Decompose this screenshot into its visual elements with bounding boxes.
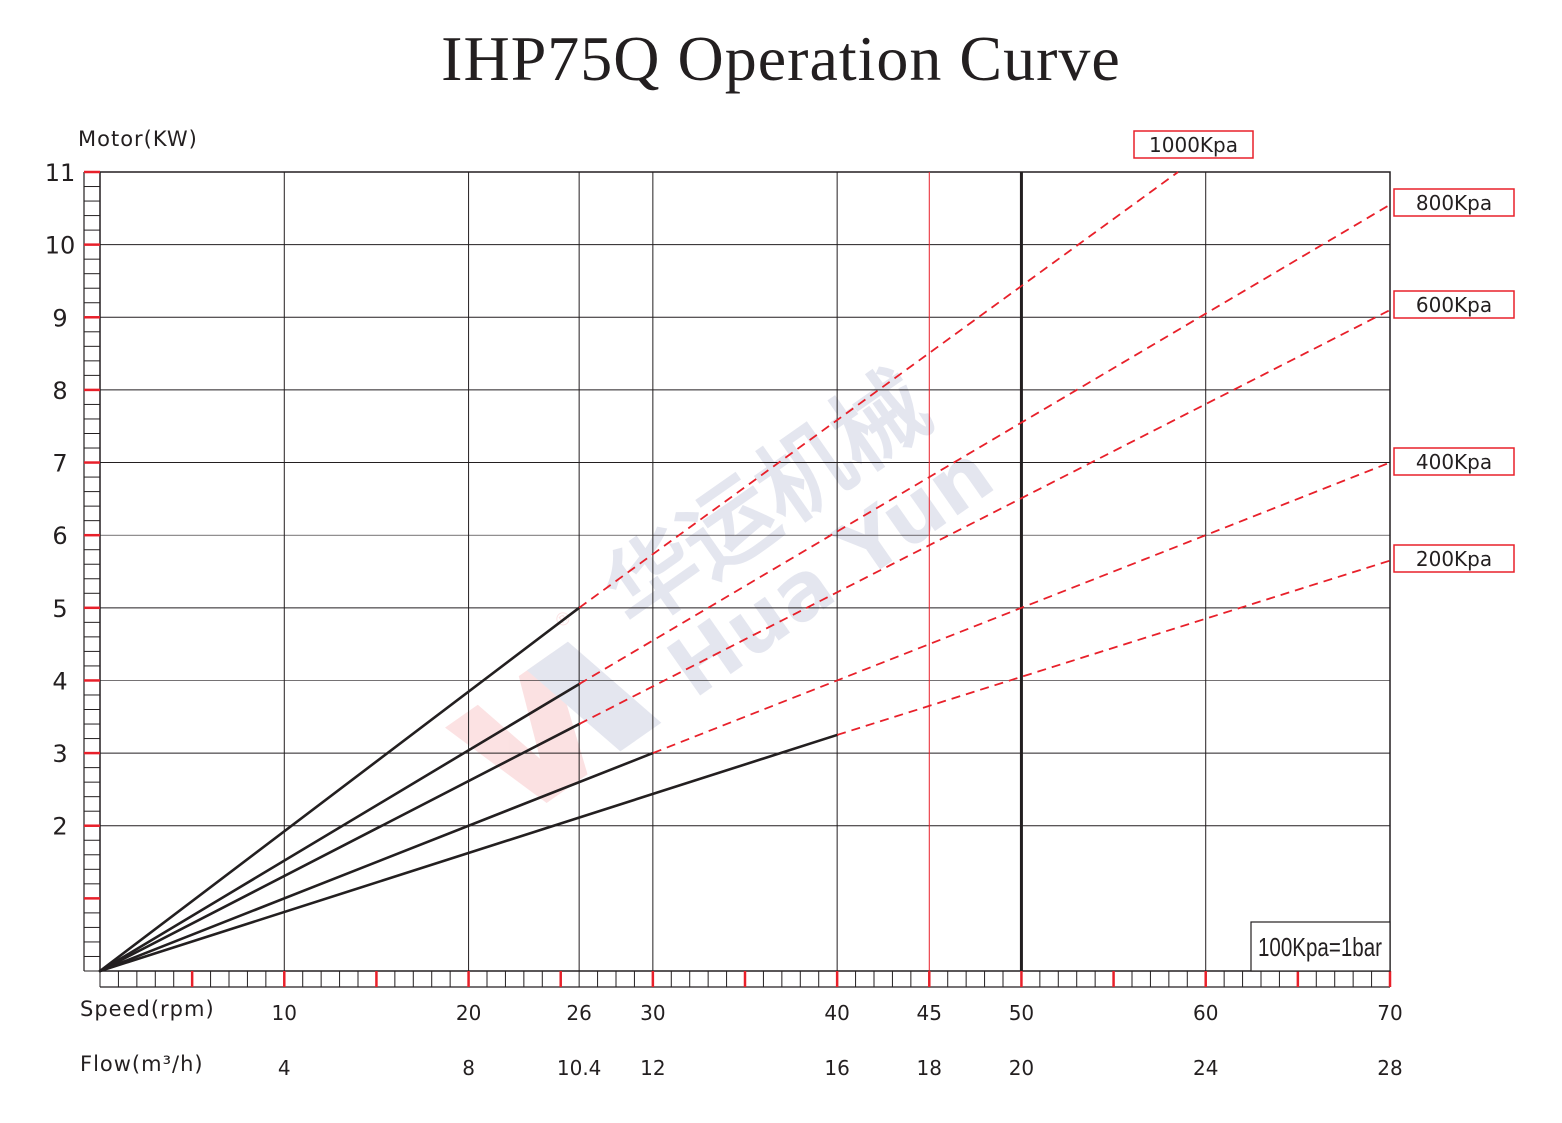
series-dashed-800kpa xyxy=(578,203,1391,685)
x-speed-tick-label: 10 xyxy=(272,1001,297,1025)
pressure-label-800kpa: 800Kpa xyxy=(1416,191,1492,215)
chart-grid xyxy=(99,171,1391,972)
pressure-label-box xyxy=(1393,447,1515,476)
series-solid-600kpa xyxy=(98,722,581,973)
pressure-label-1000kpa: 1000Kpa xyxy=(1149,133,1238,157)
x-flow-tick-label: 20 xyxy=(1009,1056,1034,1080)
pressure-label-box xyxy=(1393,188,1515,217)
x-speed-tick-label: 60 xyxy=(1193,1001,1218,1025)
note-text: 100Kpa=1bar xyxy=(1258,932,1382,962)
pressure-labels: 1000Kpa 800Kpa 600Kpa 400Kpa 200Kpa xyxy=(1133,130,1515,573)
note-box xyxy=(1250,921,1391,972)
y-tick-label: 8 xyxy=(52,377,67,405)
series-solid-200kpa xyxy=(98,733,839,973)
x-axis-flow-title: Flow(m³/h) xyxy=(80,1052,204,1076)
y-tick-label: 3 xyxy=(52,740,67,768)
x-flow-tick-label: 28 xyxy=(1377,1056,1402,1080)
series-dashed-400kpa xyxy=(652,461,1391,754)
axis-ticks xyxy=(83,170,1392,988)
x-axis-speed-title: Speed(rpm) xyxy=(80,997,215,1021)
series-solid-800kpa xyxy=(98,682,581,973)
y-tick-label: 5 xyxy=(52,595,67,623)
x-flow-tick-label: 8 xyxy=(462,1056,475,1080)
unit-note: 100Kpa=1bar xyxy=(1250,921,1391,972)
x-flow-tick-label: 16 xyxy=(824,1056,849,1080)
chart-series xyxy=(98,171,1391,973)
y-tick-label: 9 xyxy=(52,304,67,332)
x-flow-tick-label: 18 xyxy=(917,1056,942,1080)
series-solid-400kpa xyxy=(98,751,655,973)
pressure-label-box xyxy=(1133,130,1254,159)
pressure-label-box xyxy=(1393,544,1515,573)
y-tick-label: 10 xyxy=(45,232,76,260)
chart-title: IHP75Q Operation Curve xyxy=(441,23,1121,94)
x-speed-tick-label: 26 xyxy=(566,1001,591,1025)
y-tick-label: 7 xyxy=(52,450,67,478)
x-speed-tick-label: 45 xyxy=(917,1001,942,1025)
x-flow-tick-label: 12 xyxy=(640,1056,665,1080)
watermark-mark-red xyxy=(445,653,588,804)
x-speed-tick-label: 70 xyxy=(1377,1001,1402,1025)
y-axis-title: Motor(KW) xyxy=(78,127,198,151)
x-speed-tick-label: 40 xyxy=(824,1001,849,1025)
x-speed-tick-label: 30 xyxy=(640,1001,665,1025)
x-flow-tick-label: 10.4 xyxy=(557,1056,602,1080)
x-flow-tick-label: 4 xyxy=(278,1056,291,1080)
pressure-label-400kpa: 400Kpa xyxy=(1416,450,1492,474)
x-speed-tick-label: 20 xyxy=(456,1001,481,1025)
x-flow-tick-label: 24 xyxy=(1193,1056,1218,1080)
axis-labels: Motor(KW)234567891011Speed(rpm)Flow(m³/h… xyxy=(45,127,1403,1080)
series-dashed-600kpa xyxy=(578,309,1391,725)
pressure-label-box xyxy=(1393,290,1515,319)
y-tick-label: 4 xyxy=(52,667,67,695)
series-dashed-200kpa xyxy=(836,559,1391,736)
series-dashed-1000kpa xyxy=(578,171,1179,609)
watermark-mark-blue xyxy=(526,641,662,752)
series-solid-1000kpa xyxy=(98,606,581,973)
y-tick-label: 11 xyxy=(45,159,76,187)
y-tick-label: 2 xyxy=(52,813,67,841)
pressure-label-600kpa: 600Kpa xyxy=(1416,293,1492,317)
y-tick-label: 6 xyxy=(52,522,67,550)
pressure-label-200kpa: 200Kpa xyxy=(1416,547,1492,571)
x-speed-tick-label: 50 xyxy=(1009,1001,1034,1025)
